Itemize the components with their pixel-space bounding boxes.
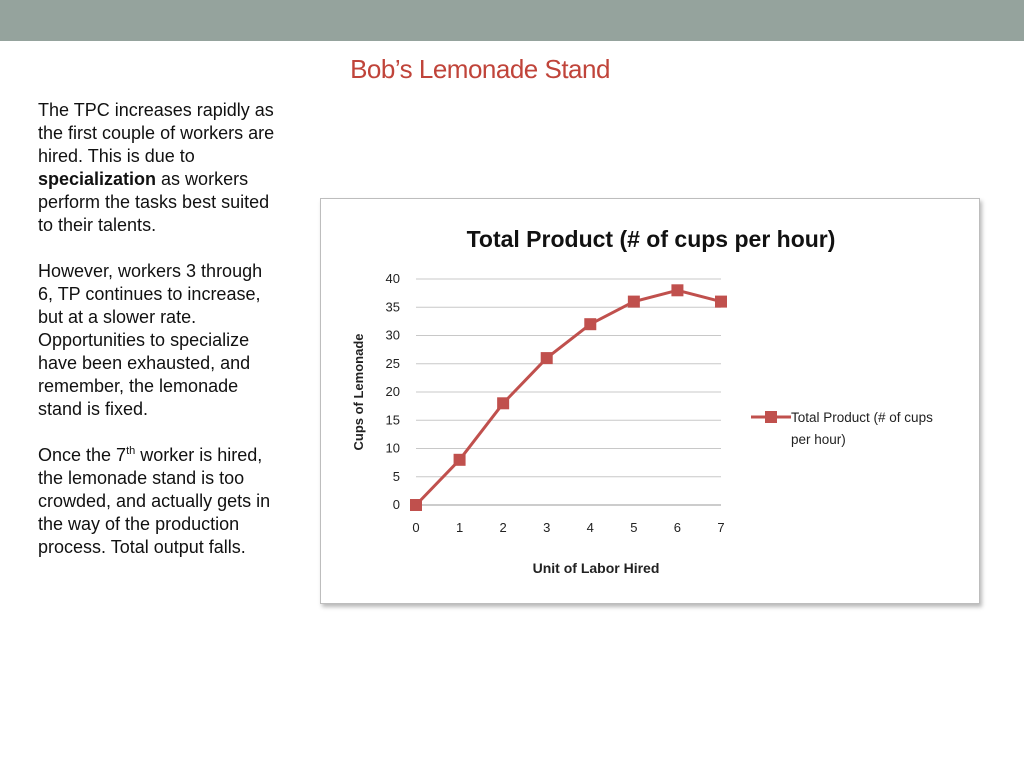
x-tick-label: 3 (543, 520, 550, 535)
top-band (0, 0, 1024, 41)
chart-frame: Total Product (# of cups per hour) 0 5 10 15… (320, 198, 980, 604)
legend-marker (765, 411, 777, 423)
x-tick-label: 5 (630, 520, 637, 535)
slide-title: Bob’s Lemonade Stand (350, 54, 610, 84)
x-tick-label: 4 (587, 520, 594, 535)
x-tick-label: 0 (412, 520, 419, 535)
paragraph-diminishing-returns: However, workers 3 through 6, TP continu… (38, 261, 263, 419)
data-point-marker (584, 318, 597, 331)
legend-label: Total Product (# of cups (791, 410, 933, 425)
y-axis-label: Cups of Lemonade (351, 333, 366, 450)
x-tick-label: 7 (717, 520, 724, 535)
data-point-marker (410, 499, 422, 511)
specialization-term: specialization (38, 169, 157, 189)
paragraph-1-text: The TPC increases rapidly as the first c… (38, 100, 275, 166)
body-text: The TPC increases rapidly as the first c… (38, 99, 280, 582)
data-point-marker (453, 453, 466, 466)
data-point-marker (715, 295, 727, 308)
y-tick-label: 35 (386, 299, 400, 314)
series-line (414, 288, 722, 507)
y-tick-label: 40 (386, 271, 400, 286)
x-tick-label: 6 (674, 520, 681, 535)
data-point-marker (627, 295, 640, 308)
ordinal-suffix: th (126, 445, 136, 457)
y-tick-label: 20 (386, 384, 400, 399)
x-tick-label: 1 (456, 520, 463, 535)
chart-title: Total Product (# of cups per hour) (467, 226, 836, 252)
y-tick-label: 0 (393, 497, 400, 512)
paragraph-1-text-end: as workers perform the tasks best suited… (38, 169, 270, 235)
data-point-marker (540, 352, 553, 365)
y-tick-label: 5 (393, 469, 400, 484)
x-axis-label: Unit of Labor Hired (533, 560, 660, 576)
paragraph-specialization: The TPC increases rapidly as the first c… (38, 99, 280, 237)
paragraph-negative-returns: Once the 7th worker is hired, the lemona… (38, 444, 280, 559)
y-tick-label: 30 (386, 328, 400, 343)
y-tick-label: 15 (386, 412, 400, 427)
paragraph-3-text: Once the 7 (38, 445, 127, 465)
data-point-marker (671, 284, 684, 297)
x-tick-label: 2 (500, 520, 507, 535)
y-tick-label: 25 (386, 356, 400, 371)
legend-label: per hour) (791, 432, 846, 447)
data-point-marker (497, 397, 510, 410)
y-tick-label: 10 (386, 441, 400, 456)
paragraph-3-text-end: worker is hired, the lemonade stand is t… (38, 445, 271, 557)
total-product-chart: Total Product (# of cups per hour)051015… (351, 226, 933, 576)
